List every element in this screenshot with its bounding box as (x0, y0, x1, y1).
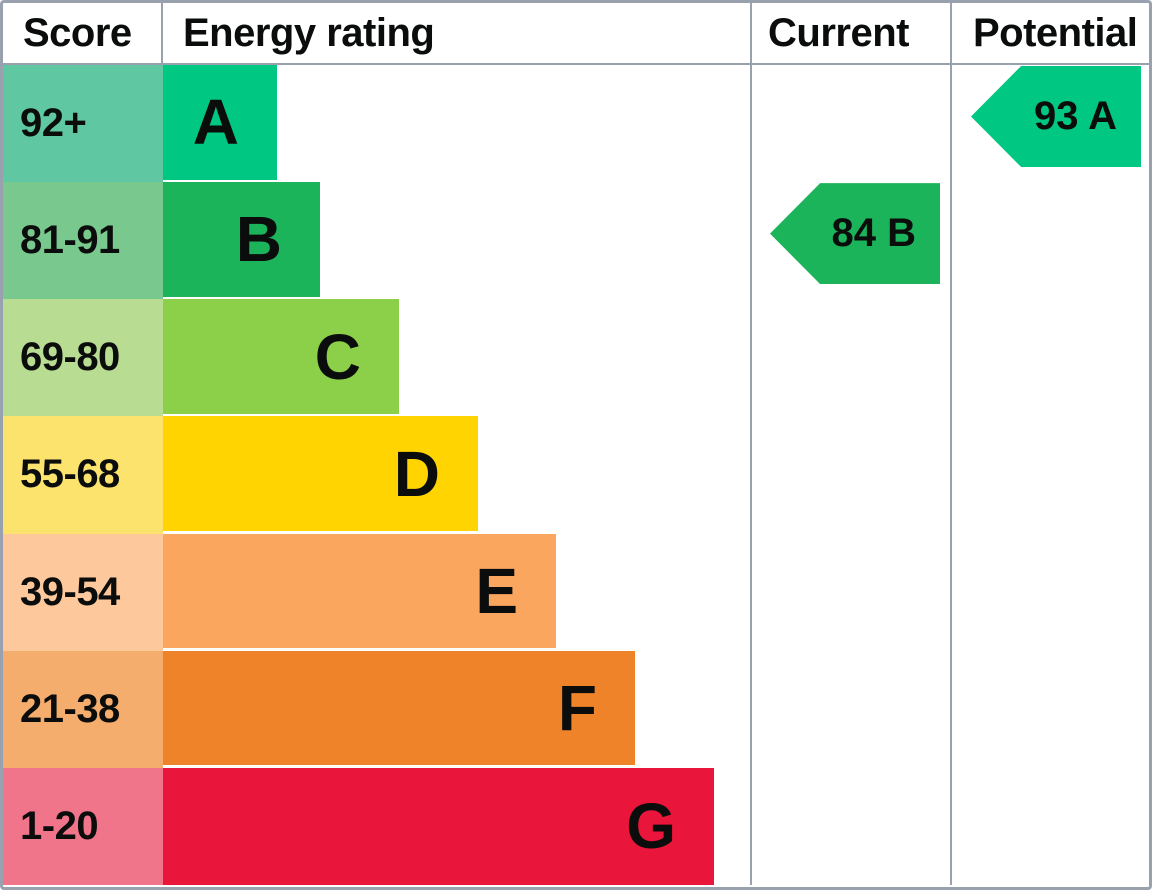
energy-bar-c: C (163, 299, 399, 414)
energy-rating-column-header: Energy rating (183, 10, 435, 55)
rating-letter: F (557, 672, 597, 745)
score-range-label: 21-38 (20, 686, 120, 731)
rating-letter: A (192, 86, 239, 159)
score-range-label: 69-80 (20, 335, 120, 380)
potential-cell (950, 182, 1149, 300)
rating-row-f: 21-38 F (3, 650, 1149, 768)
current-rating-arrow: 84 B (770, 183, 940, 285)
score-range-cell: 92+ (3, 65, 163, 183)
rating-row-g: 1-20 G (3, 767, 1149, 885)
score-range-cell: 21-38 (3, 650, 163, 768)
potential-cell: 93 A (950, 65, 1149, 183)
bar-cell: E (163, 533, 750, 651)
current-cell (750, 767, 950, 885)
current-cell (750, 650, 950, 768)
energy-bar-a: A (163, 65, 277, 180)
rating-letter: B (235, 203, 282, 276)
energy-bar-e: E (163, 533, 556, 649)
current-cell (750, 533, 950, 651)
rating-row-d: 55-68 D (3, 416, 1149, 534)
rating-letter: E (475, 554, 518, 627)
current-cell (750, 299, 950, 417)
rating-row-c: 69-80 C (3, 299, 1149, 417)
score-range-label: 81-91 (20, 218, 120, 263)
potential-rating-arrow: 93 A (971, 66, 1141, 167)
current-cell (750, 416, 950, 534)
rating-letter: D (393, 437, 440, 510)
current-column-header: Current (750, 3, 950, 63)
energy-bar-b: B (163, 182, 320, 297)
bar-cell: F (163, 650, 750, 768)
score-range-cell: 55-68 (3, 416, 163, 534)
potential-cell (950, 767, 1149, 885)
score-range-label: 92+ (20, 101, 87, 146)
table-header-row: Score Energy rating Current Potential (3, 3, 1149, 65)
bar-cell: G (163, 767, 750, 885)
score-range-cell: 39-54 (3, 533, 163, 651)
score-range-label: 1-20 (20, 803, 99, 848)
potential-cell (950, 533, 1149, 651)
bar-cell: A (163, 65, 750, 183)
rating-row-e: 39-54 E (3, 533, 1149, 651)
current-cell: 84 B (750, 182, 950, 300)
score-range-cell: 69-80 (3, 299, 163, 417)
score-range-label: 55-68 (20, 452, 120, 497)
rating-letter: G (626, 790, 676, 863)
score-column-header: Score (3, 3, 163, 63)
bar-cell: B (163, 182, 750, 300)
energy-bar-f: F (163, 650, 635, 766)
rating-row-a: 92+ A 93 A (3, 65, 1149, 183)
current-rating-label: 84 B (831, 211, 917, 256)
bar-cell: D (163, 416, 750, 534)
score-range-cell: 81-91 (3, 182, 163, 300)
rating-letter: C (314, 320, 361, 393)
potential-column-header: Potential (950, 3, 1149, 63)
energy-bar-d: D (163, 416, 478, 532)
score-range-cell: 1-20 (3, 767, 163, 885)
potential-cell (950, 416, 1149, 534)
current-cell (750, 65, 950, 183)
potential-cell (950, 650, 1149, 768)
potential-cell (950, 299, 1149, 417)
bar-cell: C (163, 299, 750, 417)
rating-row-b: 81-91 B 84 B (3, 182, 1149, 300)
potential-rating-label: 93 A (1033, 94, 1117, 138)
energy-bar-g: G (163, 767, 714, 885)
score-range-label: 39-54 (20, 569, 120, 614)
